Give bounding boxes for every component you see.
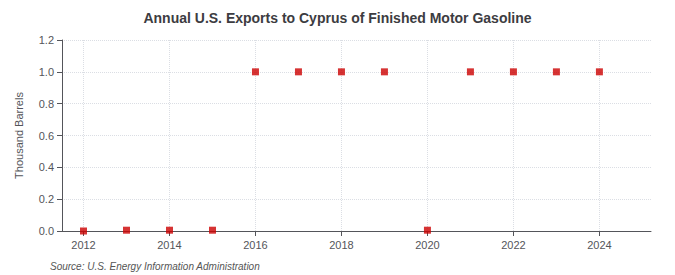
svg-text:2018: 2018: [329, 239, 353, 251]
svg-text:0.2: 0.2: [39, 193, 54, 205]
svg-text:2024: 2024: [587, 239, 611, 251]
svg-text:2016: 2016: [243, 239, 267, 251]
svg-text:0.0: 0.0: [39, 225, 54, 237]
svg-text:2022: 2022: [501, 239, 525, 251]
svg-text:0.4: 0.4: [39, 161, 54, 173]
svg-text:0.8: 0.8: [39, 98, 54, 110]
svg-text:2020: 2020: [415, 239, 439, 251]
svg-text:Source: U.S. Energy Informatio: Source: U.S. Energy Information Administ…: [50, 261, 260, 272]
svg-text:0.6: 0.6: [39, 130, 54, 142]
svg-text:2014: 2014: [157, 239, 181, 251]
svg-text:Thousand Barrels: Thousand Barrels: [13, 92, 25, 179]
svg-text:1.0: 1.0: [39, 66, 54, 78]
svg-text:2012: 2012: [71, 239, 95, 251]
svg-text:Annual U.S. Exports to Cyprus: Annual U.S. Exports to Cyprus of Finishe…: [143, 10, 531, 26]
svg-text:1.2: 1.2: [39, 34, 54, 46]
